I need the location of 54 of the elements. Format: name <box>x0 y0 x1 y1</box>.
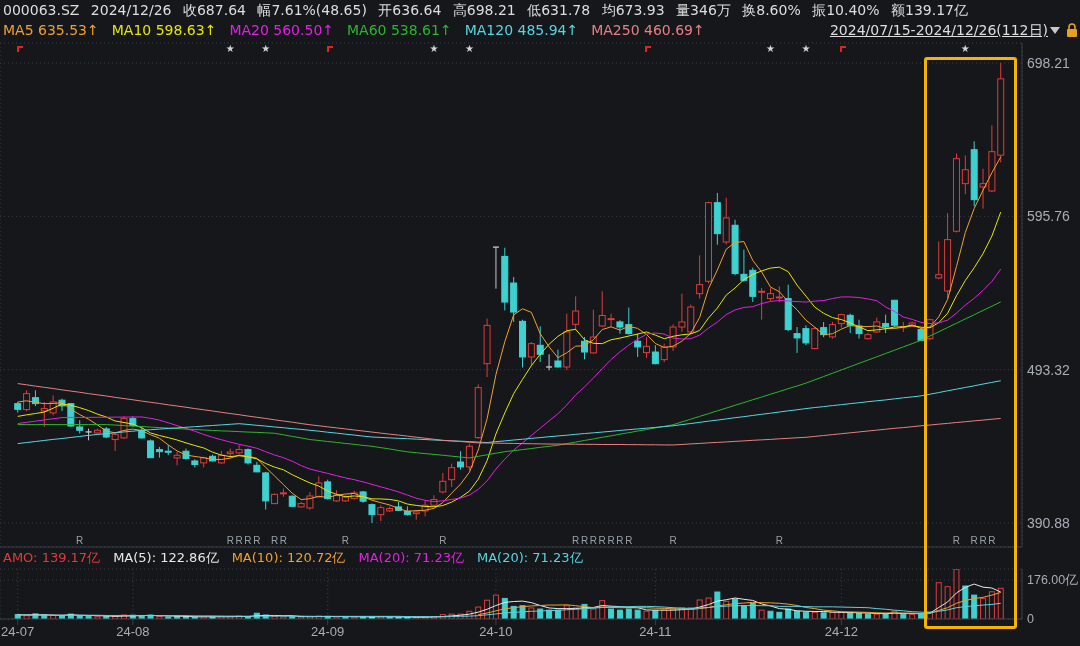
annotation: R <box>979 534 987 546</box>
text: MA20 560.50↑ <box>229 22 335 38</box>
y-tick-label: 0 <box>1027 612 1034 627</box>
text: MA(10): 120.72亿 <box>231 549 346 567</box>
annotation: ★ <box>261 42 271 54</box>
annotation: R <box>439 534 447 546</box>
annotation: R <box>970 534 978 546</box>
annotation: R <box>598 534 606 546</box>
text: MA(20): 71.23亿 <box>476 549 583 567</box>
text: MA250 460.69↑ <box>591 22 705 38</box>
chart-title: 000063.SZ 2024/12/26 收687.64 幅7.61%(48.65) 开636.64 高698.21 低631.78 均673.93 量346万 换8.60% 振10.40% 额139.17亿 <box>3 2 968 18</box>
x-tick-label: 24-11 <box>639 624 672 640</box>
annotation: R <box>625 534 633 546</box>
text: MA60 538.61↑ <box>347 22 452 38</box>
x-tick-label: 24-10 <box>479 624 513 640</box>
annotation: R <box>988 534 996 546</box>
text: MA5 635.53↑ <box>3 22 99 38</box>
annotation: R <box>775 534 783 546</box>
legend-label: MA(20): 71.23亿 <box>358 549 464 567</box>
annotation: R <box>669 534 677 546</box>
x-tick-label: 24-08 <box>116 624 150 640</box>
annotation: R <box>244 534 252 546</box>
annotation: ★ <box>225 42 235 54</box>
annotation: ★ <box>429 42 439 54</box>
y-tick-label: 698.21 <box>1027 55 1071 72</box>
text: AMO: 139.17亿 <box>3 549 101 567</box>
text: MA(5): 122.86亿 <box>113 549 219 567</box>
annotation: R <box>76 534 84 546</box>
annotation: R <box>572 534 580 546</box>
y-tick-label: 493.32 <box>1027 361 1071 378</box>
y-tick-label: 390.88 <box>1027 514 1071 531</box>
annotation: R <box>580 534 589 546</box>
annotation: R <box>607 534 615 546</box>
annotation: R <box>341 534 350 546</box>
x-tick-label: 24-09 <box>311 624 345 640</box>
annotation: R <box>226 534 234 546</box>
y-tick-label: 595.76 <box>1027 208 1071 225</box>
x-tick-label: 24-07 <box>1 624 35 640</box>
annotation: ★ <box>801 42 811 54</box>
y-tick-label: 176.00亿 <box>1027 573 1079 588</box>
text: 2024/07/15-2024/12/26(112日) <box>829 22 1048 38</box>
annotation: R <box>589 534 597 546</box>
annotation: ★ <box>464 42 474 54</box>
text: MA10 598.63↑ <box>111 22 217 38</box>
annotation: R <box>279 534 288 546</box>
annotation: ★ <box>960 42 970 54</box>
annotation: R <box>616 534 624 546</box>
annotation: R <box>952 534 961 546</box>
annotation: R <box>253 534 261 546</box>
annotation: R <box>270 534 279 546</box>
text: MA120 485.94↑ <box>464 22 579 38</box>
x-tick-label: 24-12 <box>824 624 858 640</box>
annotation: R <box>235 534 243 546</box>
annotation: ★ <box>766 42 775 54</box>
